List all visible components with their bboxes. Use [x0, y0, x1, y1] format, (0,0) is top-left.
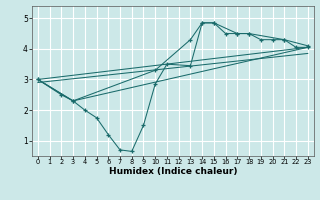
X-axis label: Humidex (Indice chaleur): Humidex (Indice chaleur): [108, 167, 237, 176]
